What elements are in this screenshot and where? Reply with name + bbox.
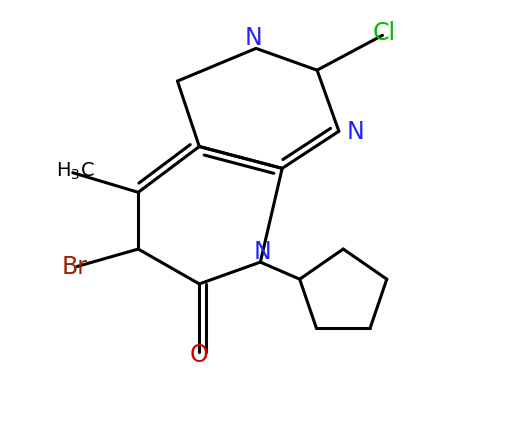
Text: N: N bbox=[253, 240, 271, 264]
Text: H$_3$C: H$_3$C bbox=[56, 160, 94, 182]
Text: Br: Br bbox=[62, 255, 88, 279]
Text: N: N bbox=[245, 26, 263, 50]
Text: O: O bbox=[190, 342, 209, 366]
Text: N: N bbox=[347, 120, 365, 144]
Text: Cl: Cl bbox=[373, 21, 396, 45]
